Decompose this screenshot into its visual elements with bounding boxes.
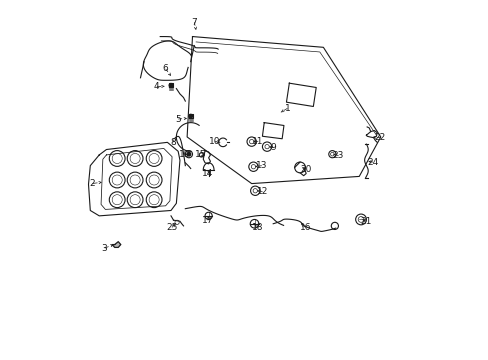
Text: 3: 3 bbox=[102, 244, 107, 253]
Polygon shape bbox=[112, 242, 121, 247]
Text: 15: 15 bbox=[195, 150, 206, 159]
Text: 21: 21 bbox=[360, 217, 371, 226]
Text: 25: 25 bbox=[166, 223, 177, 232]
Circle shape bbox=[187, 152, 190, 156]
Text: 12: 12 bbox=[256, 187, 267, 196]
Text: 13: 13 bbox=[255, 161, 267, 170]
Text: 2: 2 bbox=[89, 179, 95, 188]
Text: 5: 5 bbox=[175, 114, 181, 123]
Text: 4: 4 bbox=[154, 82, 159, 91]
Text: 6: 6 bbox=[163, 64, 168, 73]
Text: 1: 1 bbox=[284, 104, 290, 113]
Text: 11: 11 bbox=[252, 137, 264, 146]
Text: 17: 17 bbox=[202, 216, 213, 225]
Text: 14: 14 bbox=[202, 169, 213, 178]
Text: 23: 23 bbox=[332, 151, 344, 160]
Text: 20: 20 bbox=[300, 165, 311, 174]
Text: 19: 19 bbox=[178, 150, 190, 159]
Text: 16: 16 bbox=[299, 223, 310, 232]
Text: 24: 24 bbox=[366, 158, 378, 167]
Text: 7: 7 bbox=[191, 18, 197, 27]
Text: 10: 10 bbox=[209, 137, 221, 146]
Text: 22: 22 bbox=[374, 133, 385, 142]
Circle shape bbox=[169, 84, 172, 87]
Text: 8: 8 bbox=[169, 138, 175, 147]
Text: 9: 9 bbox=[270, 143, 276, 152]
Text: 18: 18 bbox=[252, 223, 264, 232]
Circle shape bbox=[188, 114, 192, 118]
